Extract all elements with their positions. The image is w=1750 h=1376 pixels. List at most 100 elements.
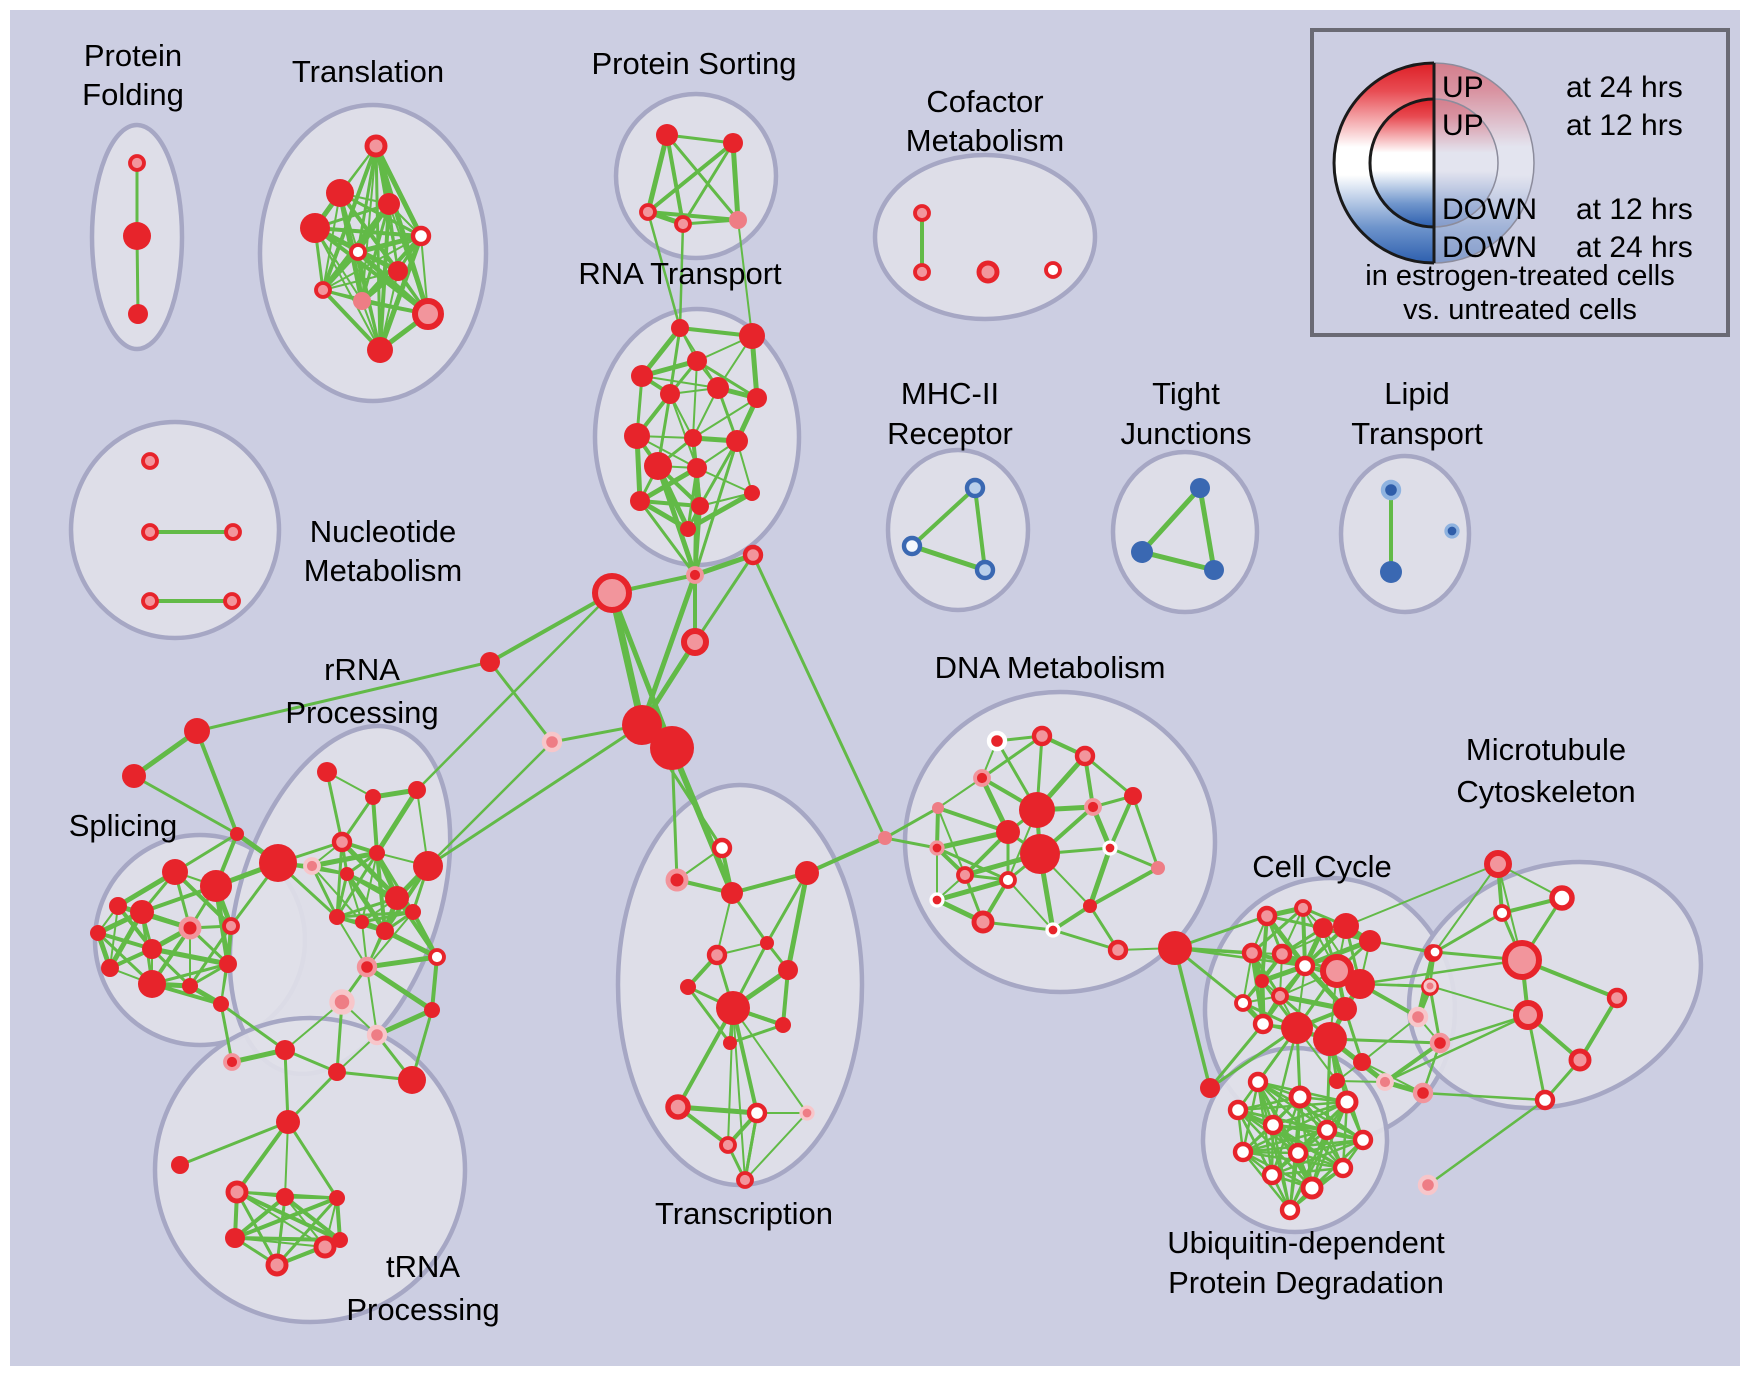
inter-cluster-edge	[609, 590, 675, 751]
network-node	[1484, 850, 1512, 878]
network-edge	[366, 911, 414, 968]
network-node	[739, 323, 765, 349]
network-node	[1294, 899, 1312, 917]
network-edge	[981, 920, 1055, 932]
network-node	[275, 1040, 295, 1060]
network-node	[178, 916, 202, 940]
network-edge	[219, 1002, 287, 1052]
network-node	[639, 203, 657, 221]
network-node	[162, 859, 188, 885]
network-edge	[1270, 1138, 1365, 1177]
cluster-label-ubiquitin-degradation: Ubiquitin-dependent	[1167, 1225, 1445, 1260]
network-edge	[1131, 794, 1160, 870]
network-node	[328, 1063, 346, 1081]
network-node	[1502, 940, 1542, 980]
network-node	[369, 845, 385, 861]
network-node	[1031, 725, 1053, 747]
network-edge	[732, 1007, 808, 1114]
network-edge	[695, 359, 759, 400]
network-node	[1044, 261, 1062, 279]
network-node	[128, 154, 146, 172]
network-node	[123, 222, 151, 250]
network-node	[624, 423, 650, 449]
network-node	[1332, 1157, 1354, 1179]
network-node	[331, 831, 353, 853]
cluster-label-protein-sorting: Protein Sorting	[591, 46, 796, 81]
network-edge	[286, 1120, 339, 1200]
network-node	[405, 904, 421, 920]
network-node	[795, 861, 819, 885]
inter-cluster-edge	[751, 553, 887, 840]
legend-outer-left-arc	[1332, 61, 1435, 265]
network-node	[1019, 792, 1055, 828]
network-node	[973, 769, 991, 787]
network-edge	[1051, 928, 1120, 952]
inter-cluster-edge	[1383, 1041, 1442, 1084]
network-node	[413, 851, 443, 881]
network-edge	[1296, 1138, 1365, 1155]
inter-cluster-edge	[488, 660, 554, 744]
network-node	[723, 1036, 737, 1050]
network-node	[1316, 1119, 1338, 1141]
network-edge	[973, 486, 987, 572]
inter-cluster-edge	[669, 745, 735, 896]
network-node	[1102, 840, 1118, 856]
network-node	[222, 917, 240, 935]
network-node	[1234, 994, 1252, 1012]
inter-cluster-edge	[1383, 1013, 1530, 1084]
network-node	[742, 544, 764, 566]
network-node	[674, 215, 692, 233]
legend-row-direction: DOWN	[1442, 193, 1537, 226]
network-node	[650, 726, 694, 770]
legend-caption: vs. untreated cells	[1403, 294, 1637, 326]
inter-cluster-edge	[693, 553, 755, 644]
inter-cluster-edge	[415, 591, 614, 792]
network-node	[1287, 1142, 1309, 1164]
network-edge	[765, 871, 809, 945]
network-node	[265, 1253, 289, 1277]
network-node	[408, 781, 426, 799]
network-node	[225, 1180, 249, 1204]
network-node	[1407, 1006, 1429, 1028]
network-node	[775, 1017, 791, 1033]
cluster-label-nucleotide-metabolism: Nucleotide	[310, 514, 456, 549]
cluster-label-rrna-processing: rRNA	[324, 652, 400, 687]
network-node	[929, 892, 945, 908]
network-edge	[883, 836, 939, 850]
network-edge	[339, 839, 400, 901]
network-edge	[1083, 754, 1135, 798]
network-edge	[665, 133, 685, 226]
network-node	[684, 429, 702, 447]
network-node	[913, 263, 931, 281]
network-node	[744, 485, 760, 501]
network-node	[1352, 1129, 1374, 1151]
network-edge	[1250, 906, 1305, 955]
network-node	[378, 193, 400, 215]
network-node	[101, 959, 119, 977]
network-node	[276, 1188, 294, 1206]
network-edge	[937, 807, 966, 876]
network-node	[1271, 943, 1293, 965]
network-node	[671, 319, 689, 337]
network-node	[660, 384, 680, 404]
cluster-ellipse-transcription	[615, 782, 865, 1188]
network-node	[1288, 1085, 1312, 1109]
network-edge	[1088, 866, 1160, 908]
network-node	[1412, 1082, 1434, 1104]
network-node	[878, 831, 892, 845]
cluster-label-ubiquitin-degradation: Protein Degradation	[1168, 1265, 1444, 1300]
network-node	[1151, 861, 1165, 875]
network-node	[141, 523, 159, 541]
network-edge	[910, 486, 977, 548]
network-node	[1423, 979, 1437, 993]
network-node	[1313, 1022, 1347, 1056]
network-node	[365, 789, 381, 805]
cluster-label-rrna-processing: Processing	[285, 695, 438, 730]
inter-cluster-edge	[638, 499, 697, 577]
network-node	[1045, 922, 1061, 938]
network-node	[300, 213, 330, 243]
network-edge	[374, 787, 420, 856]
cluster-label-cell-cycle: Cell Cycle	[1252, 849, 1392, 884]
legend-row-direction: UP	[1442, 109, 1484, 142]
network-node	[1429, 1032, 1451, 1054]
